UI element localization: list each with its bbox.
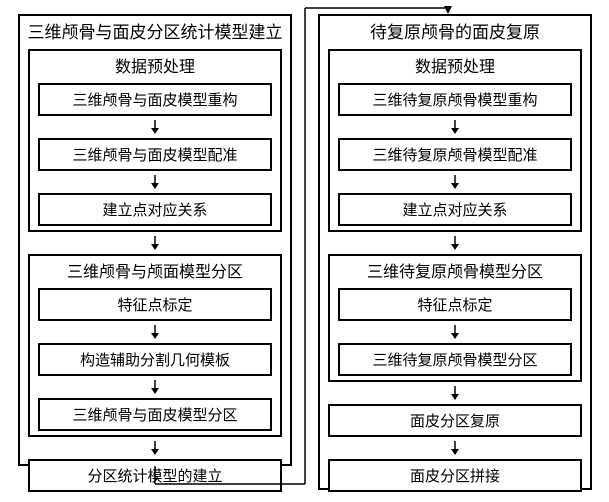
right-section-partition: 三维待复原颅骨模型分区 特征点标定 三维待复原颅骨模型分区 [328, 254, 582, 382]
diagram-canvas: 三维颅骨与面皮分区统计模型建立 数据预处理 三维颅骨与面皮模型重构 三维颅骨与面… [0, 0, 609, 502]
right-s2-step2: 三维待复原颅骨模型分区 [338, 343, 572, 376]
left-s1-step1: 三维颅骨与面皮模型重构 [38, 83, 272, 116]
arrow-icon [330, 175, 580, 189]
arrow-icon [330, 120, 580, 134]
right-panel: 待复原颅骨的面皮复原 数据预处理 三维待复原颅骨模型重构 三维待复原颅骨模型配准… [318, 14, 592, 490]
right-section2-title: 三维待复原颅骨模型分区 [330, 256, 580, 284]
arrow-icon [320, 236, 590, 250]
right-section-preprocess: 数据预处理 三维待复原颅骨模型重构 三维待复原颅骨模型配准 建立点对应关系 [328, 49, 582, 232]
right-final2: 面皮分区拼接 [328, 459, 582, 492]
left-s2-step3: 三维颅骨与面皮模型分区 [38, 398, 272, 431]
left-section2-title: 三维颅骨与颅面模型分区 [30, 256, 280, 284]
right-s2-step1: 特征点标定 [338, 288, 572, 321]
right-s1-step1: 三维待复原颅骨模型重构 [338, 83, 572, 116]
arrow-icon [30, 175, 280, 189]
arrow-icon [30, 325, 280, 339]
right-panel-title: 待复原颅骨的面皮复原 [320, 16, 590, 45]
right-section1-title: 数据预处理 [330, 51, 580, 79]
arrow-icon [20, 236, 290, 250]
left-final: 分区统计模型的建立 [28, 459, 282, 492]
arrow-icon [320, 441, 590, 455]
left-panel: 三维颅骨与面皮分区统计模型建立 数据预处理 三维颅骨与面皮模型重构 三维颅骨与面… [18, 14, 292, 466]
right-s1-step2: 三维待复原颅骨模型配准 [338, 138, 572, 171]
arrow-icon [330, 325, 580, 339]
right-s1-step3: 建立点对应关系 [338, 193, 572, 226]
left-s1-step2: 三维颅骨与面皮模型配准 [38, 138, 272, 171]
arrow-icon [30, 120, 280, 134]
left-section1-title: 数据预处理 [30, 51, 280, 79]
arrow-icon [20, 441, 290, 455]
right-final1: 面皮分区复原 [328, 404, 582, 437]
left-s2-step1: 特征点标定 [38, 288, 272, 321]
left-s2-step2: 构造辅助分割几何模板 [38, 343, 272, 376]
left-panel-title: 三维颅骨与面皮分区统计模型建立 [20, 16, 290, 45]
left-s1-step3: 建立点对应关系 [38, 193, 272, 226]
left-section-preprocess: 数据预处理 三维颅骨与面皮模型重构 三维颅骨与面皮模型配准 建立点对应关系 [28, 49, 282, 232]
left-section-partition: 三维颅骨与颅面模型分区 特征点标定 构造辅助分割几何模板 三维颅骨与面皮模型分区 [28, 254, 282, 437]
arrow-icon [30, 380, 280, 394]
arrow-icon [320, 386, 590, 400]
